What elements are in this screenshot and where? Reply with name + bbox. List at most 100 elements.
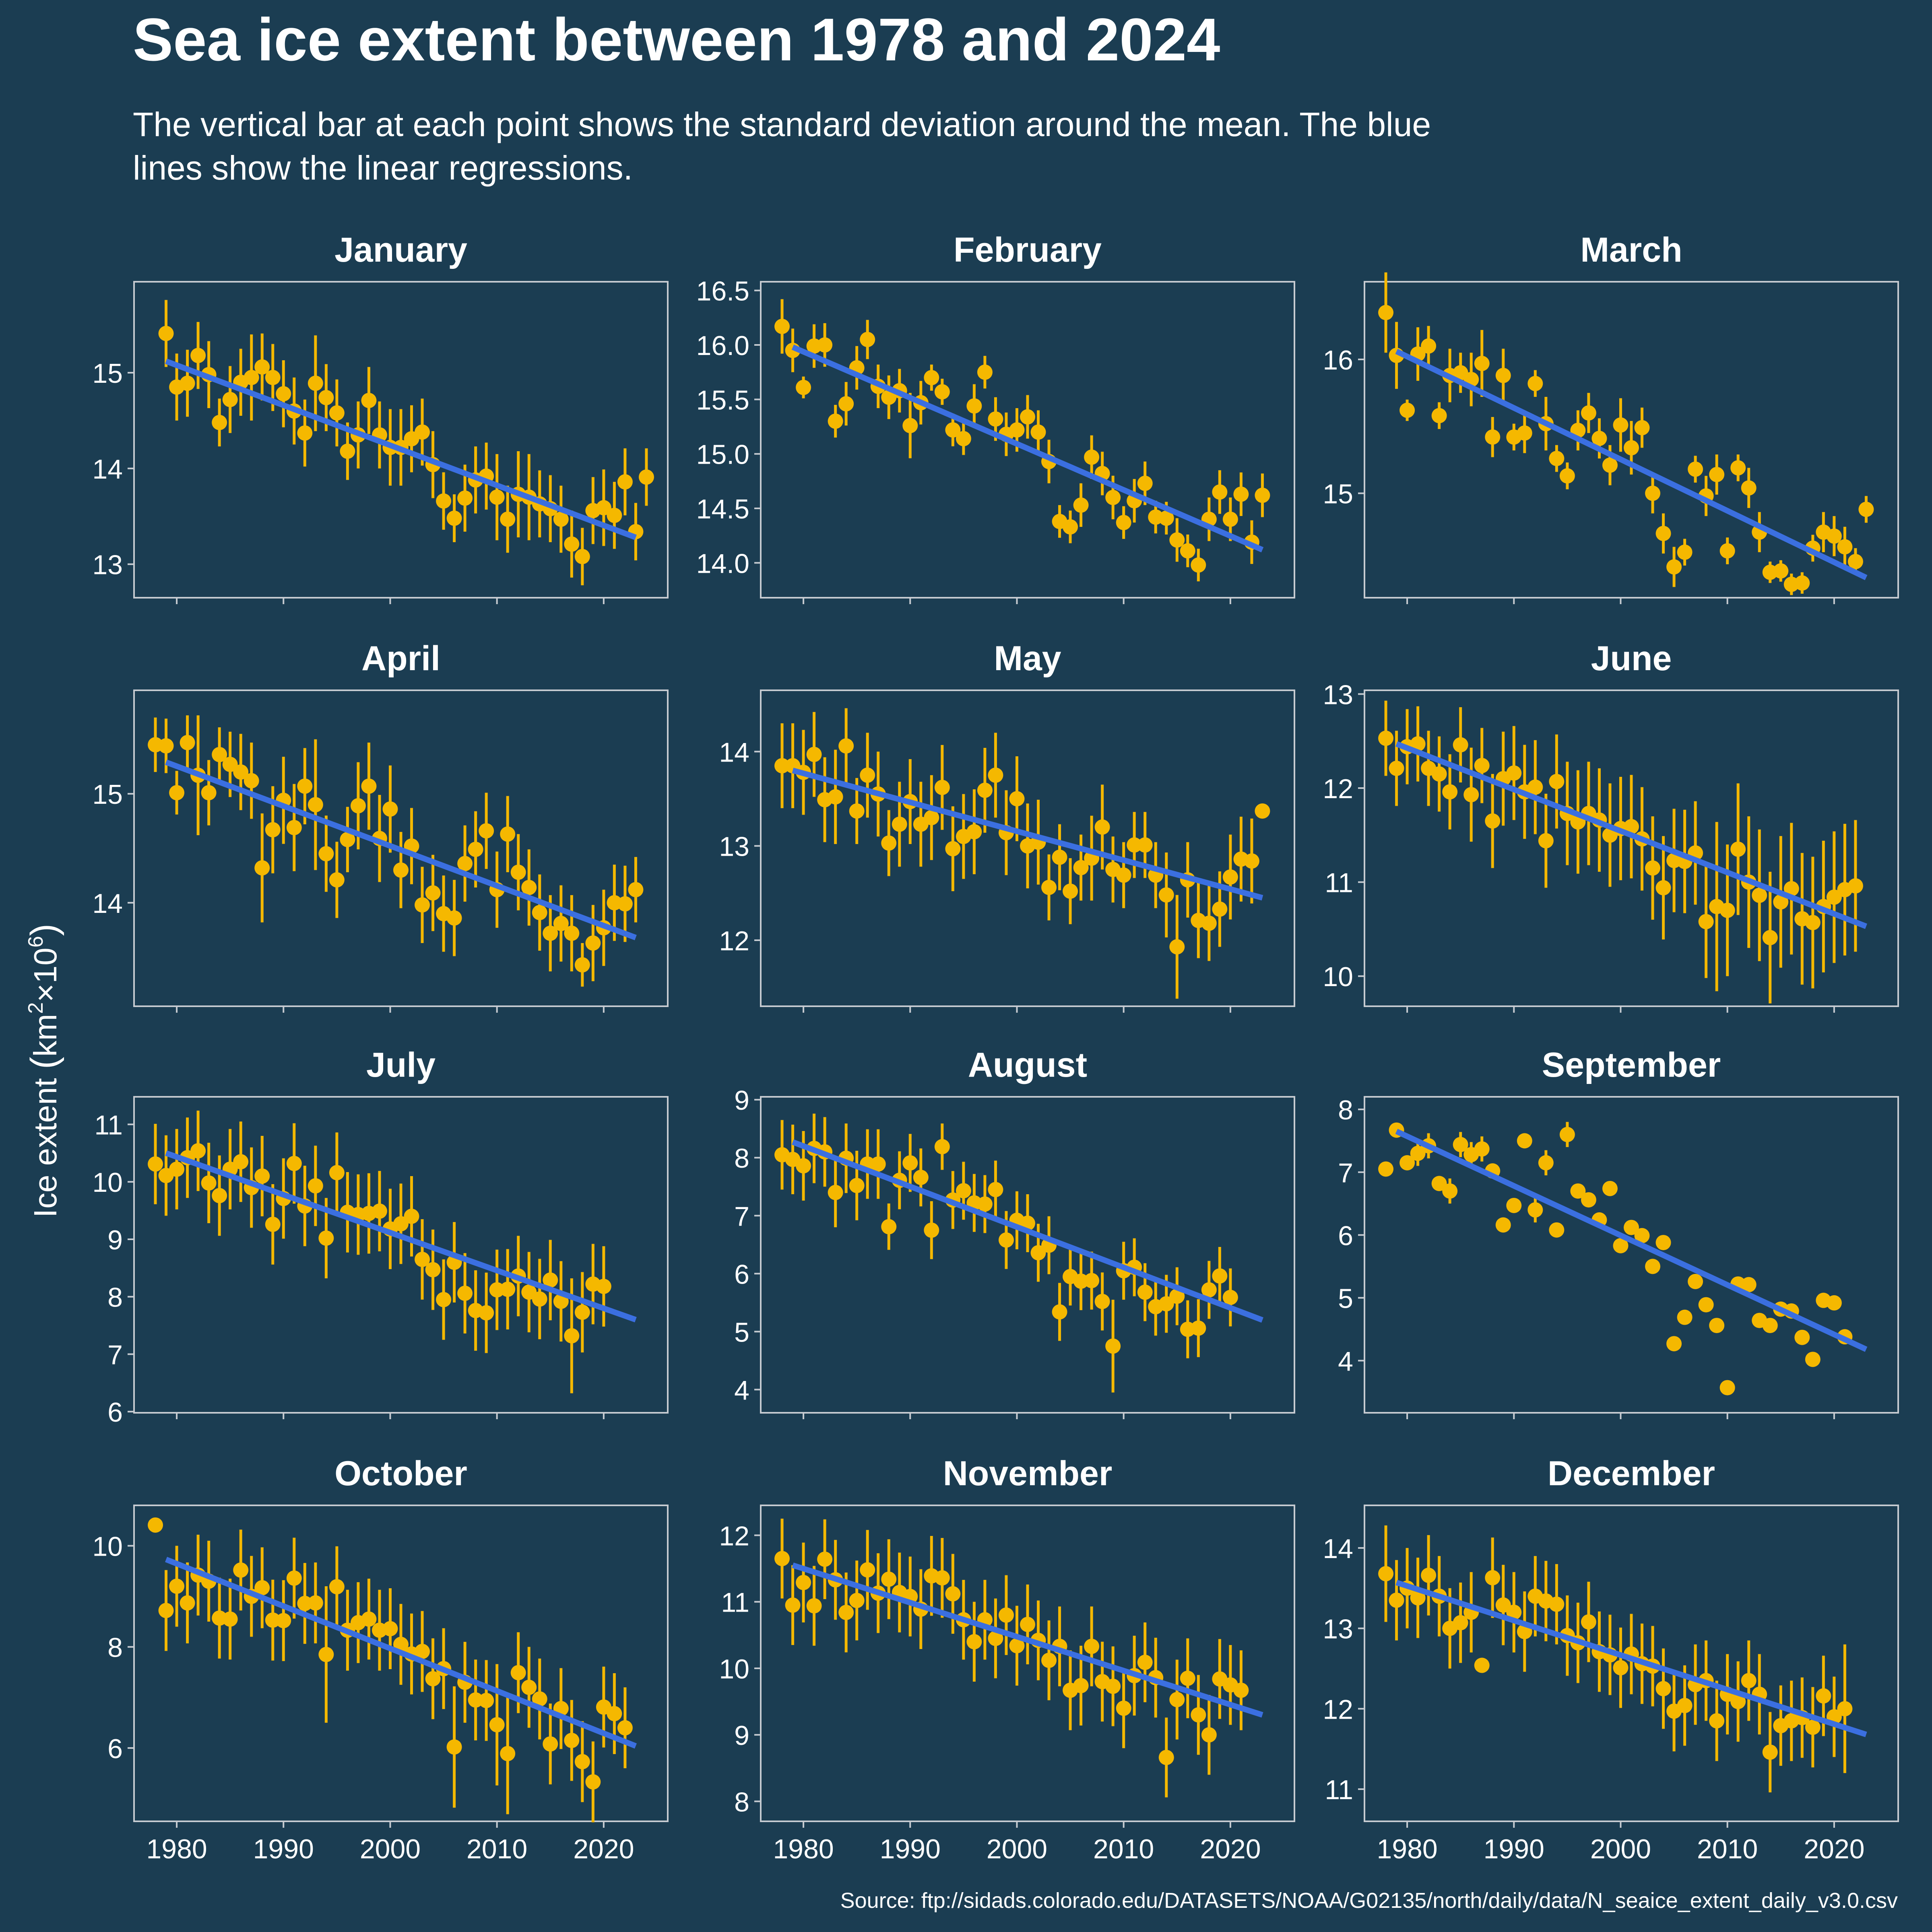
data-point-march [1773, 563, 1789, 579]
data-point-january [212, 415, 227, 430]
data-point-may [1127, 837, 1142, 853]
data-point-september [1655, 1235, 1671, 1251]
data-point-november [1116, 1701, 1131, 1716]
y-tick-label-november: 10 [719, 1654, 749, 1684]
data-point-april [350, 798, 366, 813]
data-point-december [1762, 1744, 1778, 1760]
data-point-september [1602, 1181, 1618, 1196]
data-point-september [1688, 1274, 1703, 1289]
data-point-july [372, 1203, 387, 1219]
data-point-july [254, 1168, 270, 1184]
data-point-march [1602, 457, 1618, 473]
y-tick-label-may: 14 [719, 737, 749, 768]
data-point-february [828, 413, 843, 429]
panel-title-december: December [1548, 1454, 1715, 1493]
data-point-november [1191, 1707, 1206, 1723]
y-tick-label-june: 12 [1323, 774, 1353, 804]
panel-august: August 4 5 6 7 8 9 [734, 1046, 1295, 1419]
data-point-november [1020, 1616, 1035, 1632]
data-point-january [457, 490, 473, 506]
data-point-february [1063, 519, 1078, 535]
data-point-march [1517, 425, 1532, 441]
data-point-january [489, 489, 505, 505]
data-point-april [415, 897, 430, 913]
data-point-july [286, 1156, 302, 1171]
data-point-june [1389, 760, 1404, 776]
data-point-february [860, 332, 875, 347]
data-point-march [1581, 405, 1596, 421]
data-point-november [1009, 1638, 1025, 1653]
data-point-may [988, 767, 1003, 783]
data-point-january [436, 493, 452, 509]
data-point-november [806, 1598, 822, 1614]
data-point-april [222, 757, 238, 772]
data-point-june [1506, 765, 1522, 781]
data-point-november [860, 1562, 875, 1578]
y-tick-label-october: 8 [107, 1633, 123, 1663]
data-point-november [1201, 1727, 1217, 1743]
data-point-july [265, 1216, 281, 1232]
data-point-february [966, 398, 982, 414]
data-point-march [1655, 526, 1671, 541]
data-point-may [966, 824, 982, 840]
data-point-october [489, 1717, 505, 1733]
data-point-september [1645, 1259, 1661, 1274]
y-tick-label-august: 7 [734, 1201, 749, 1232]
data-point-july [457, 1286, 473, 1301]
panel-title-august: August [968, 1046, 1087, 1084]
data-point-july [393, 1216, 409, 1232]
data-point-march [1719, 543, 1735, 559]
data-point-february [902, 418, 918, 433]
data-point-may [977, 782, 993, 798]
data-point-june [1719, 902, 1735, 918]
data-point-august [956, 1183, 971, 1199]
y-axis-label-times: × [27, 983, 63, 1002]
data-point-january [329, 405, 345, 421]
data-point-september [1399, 1155, 1415, 1170]
data-point-march [1421, 338, 1437, 354]
data-point-december [1709, 1713, 1725, 1729]
data-point-august [1052, 1304, 1067, 1320]
data-point-november [1137, 1655, 1153, 1670]
panel-april: April 14 15 [92, 639, 669, 1013]
data-point-november [945, 1586, 961, 1602]
data-point-april [564, 925, 580, 941]
data-point-january [340, 444, 355, 459]
data-point-january [574, 549, 590, 564]
data-point-june [1549, 774, 1565, 789]
data-point-july [425, 1262, 441, 1278]
data-point-april [361, 778, 377, 794]
data-point-september [1762, 1318, 1778, 1333]
data-point-may [860, 767, 875, 783]
panel-border-november [760, 1505, 1295, 1822]
data-point-october [564, 1733, 580, 1748]
data-point-march [1527, 376, 1543, 391]
data-point-september [1698, 1297, 1714, 1313]
data-point-september [1410, 1146, 1426, 1161]
regression-line-june [1395, 741, 1867, 929]
data-point-october [607, 1706, 622, 1721]
panel-border-december [1364, 1505, 1899, 1822]
regression-line-august [792, 1139, 1263, 1323]
data-point-june [1474, 758, 1490, 773]
x-tick-label-october: 2000 [360, 1834, 421, 1864]
data-point-april [297, 778, 313, 794]
data-point-august [1105, 1338, 1121, 1354]
data-point-january [190, 348, 206, 363]
data-point-february [774, 318, 790, 334]
data-point-may [1137, 837, 1153, 853]
regression-line-march [1395, 349, 1868, 580]
data-point-december [1389, 1592, 1404, 1608]
data-point-may [1073, 860, 1089, 875]
data-point-january [553, 511, 569, 527]
data-point-april [446, 910, 462, 926]
data-point-october [415, 1643, 430, 1659]
data-point-may [1063, 883, 1078, 899]
data-point-may [774, 758, 790, 774]
data-point-october [500, 1746, 516, 1761]
data-point-june [1752, 888, 1767, 903]
data-point-march [1559, 468, 1575, 484]
data-point-april [286, 820, 302, 836]
data-point-september [1378, 1161, 1394, 1177]
data-point-february [1191, 557, 1206, 573]
